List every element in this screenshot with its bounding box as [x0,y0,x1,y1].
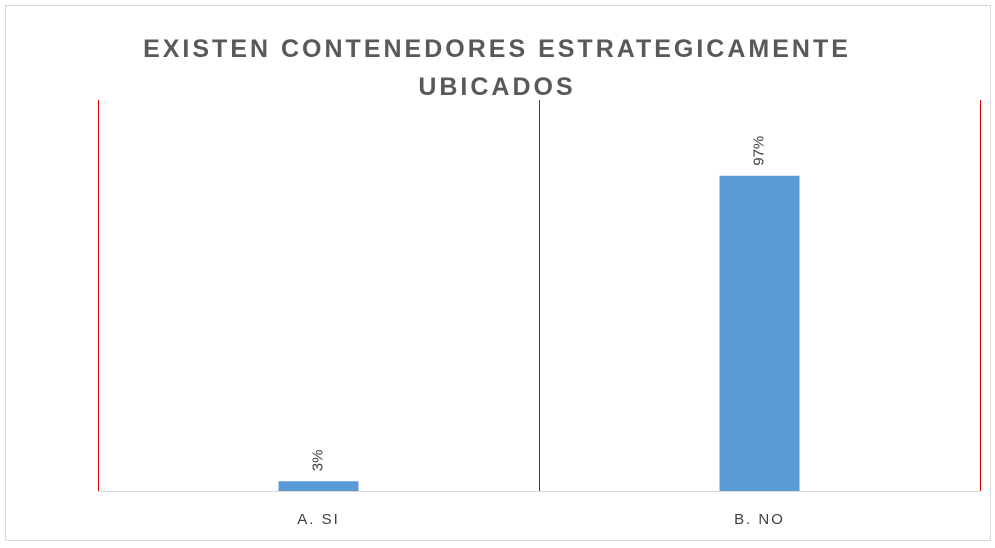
bar [719,175,800,491]
bar [278,481,359,491]
chart-border [5,5,991,541]
data-label: 97% [750,136,767,166]
chart-title: EXISTEN CONTENEDORES ESTRATEGICAMENTE UB… [143,35,851,101]
x-tick-label: B. NO [734,511,785,528]
x-tick-label: A. SI [297,511,340,528]
data-label: 3% [309,450,326,472]
